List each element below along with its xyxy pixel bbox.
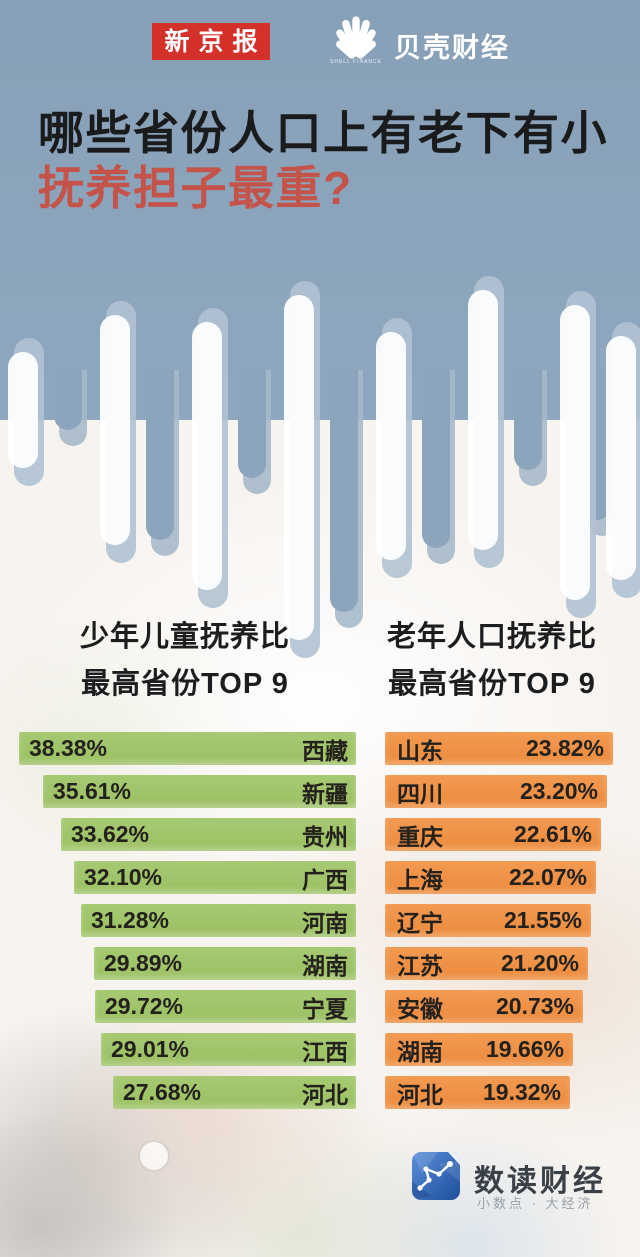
brand-name: 贝壳财经: [394, 33, 510, 63]
green-bar-row: 29.01% 江西: [101, 1033, 356, 1066]
province-label: 湖南: [302, 952, 348, 979]
value-label: 22.07%: [508, 864, 587, 890]
province-label: 上海: [397, 866, 443, 893]
province-label: 重庆: [397, 823, 443, 850]
page-title-line1: 哪些省份人口上有老下有小: [38, 107, 608, 159]
left-chart-title-line2: 最高省份TOP 9: [81, 668, 289, 700]
province-label: 西藏: [302, 737, 348, 764]
province-label: 江西: [302, 1038, 348, 1065]
left-chart-title-line1: 少年儿童抚养比: [79, 621, 290, 653]
left-chart-title: 少年儿童抚养比 最高省份TOP 9: [30, 614, 340, 708]
value-label: 33.62%: [71, 821, 150, 847]
value-label: 20.73%: [495, 993, 574, 1019]
province-label: 辽宁: [397, 909, 443, 936]
page-title-line2: 抚养担子最重?: [38, 162, 353, 215]
province-label: 四川: [397, 780, 443, 807]
province-label: 河南: [302, 909, 348, 936]
province-label: 贵州: [302, 823, 348, 850]
right-chart-title-line1: 老年人口抚养比: [386, 621, 597, 653]
green-bar-row: 35.61% 新疆: [43, 775, 356, 808]
orange-bar-row: 河北 19.32%: [385, 1076, 570, 1109]
orange-bar-row: 湖南 19.66%: [385, 1033, 573, 1066]
value-label: 31.28%: [91, 907, 170, 933]
value-label: 22.61%: [513, 821, 592, 847]
province-label: 河北: [302, 1081, 348, 1108]
province-label: 江苏: [397, 952, 443, 979]
green-bar-row: 29.89% 湖南: [94, 947, 356, 980]
page-title: 哪些省份人口上有老下有小 抚养担子最重?: [38, 106, 608, 218]
orange-bar-row: 辽宁 21.55%: [385, 904, 591, 937]
orange-bar-row: 安徽 20.73%: [385, 990, 583, 1023]
value-label: 21.55%: [503, 907, 582, 933]
province-label: 新疆: [302, 780, 348, 807]
green-bar-row: 31.28% 河南: [81, 904, 356, 937]
green-bar-row: 32.10% 广西: [74, 861, 356, 894]
province-label: 广西: [302, 866, 348, 893]
xinjingbao-masthead-logo: 新京报: [152, 23, 270, 60]
orange-bar-row: 上海 22.07%: [385, 861, 596, 894]
green-bar-row: 33.62% 贵州: [61, 818, 356, 851]
value-label: 38.38%: [29, 735, 108, 761]
value-label: 21.20%: [500, 950, 579, 976]
right-chart-title-line2: 最高省份TOP 9: [388, 668, 596, 700]
orange-bar-row: 四川 23.20%: [385, 775, 607, 808]
green-bar-row: 29.72% 宁夏: [95, 990, 356, 1023]
green-bar-row: 38.38% 西藏: [19, 732, 356, 765]
value-label: 23.20%: [519, 778, 598, 804]
province-label: 安徽: [397, 995, 443, 1022]
value-label: 29.01%: [111, 1036, 190, 1062]
province-label: 河北: [397, 1081, 443, 1108]
footer-brand: 数读财经: [474, 1165, 606, 1198]
footer-slogan: 小数点 · 大经济: [477, 1196, 594, 1211]
value-label: 23.82%: [525, 735, 604, 761]
watch-face-photo-detail: [138, 1140, 170, 1172]
province-label: 宁夏: [302, 995, 348, 1022]
province-label: 山东: [397, 737, 443, 764]
orange-bar-row: 山东 23.82%: [385, 732, 613, 765]
value-label: 35.61%: [53, 778, 132, 804]
province-label: 湖南: [397, 1038, 443, 1065]
value-label: 29.72%: [105, 993, 184, 1019]
value-label: 19.32%: [482, 1079, 561, 1105]
shell-icon: [322, 12, 390, 68]
value-label: 27.68%: [123, 1079, 202, 1105]
value-label: 32.10%: [84, 864, 163, 890]
orange-bar-row: 重庆 22.61%: [385, 818, 601, 851]
shudu-caijing-logo-icon: [412, 1152, 460, 1200]
value-label: 19.66%: [485, 1036, 564, 1062]
value-label: 29.89%: [104, 950, 183, 976]
green-bar-row: 27.68% 河北: [113, 1076, 356, 1109]
brand-caption: SHELL FINANCE: [330, 59, 382, 65]
orange-bar-row: 江苏 21.20%: [385, 947, 588, 980]
right-chart-title: 老年人口抚养比 最高省份TOP 9: [352, 614, 632, 708]
